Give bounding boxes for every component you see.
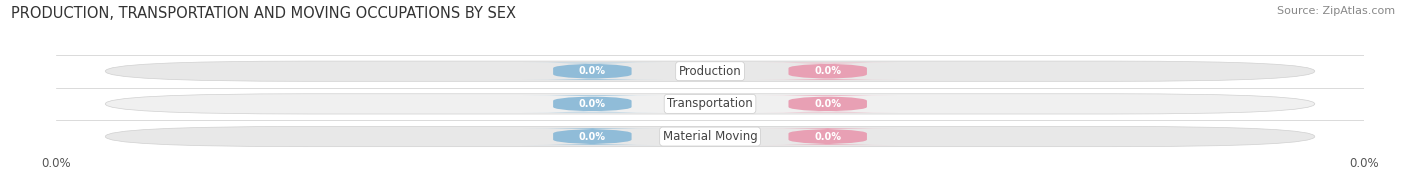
- FancyBboxPatch shape: [758, 95, 898, 112]
- Text: Source: ZipAtlas.com: Source: ZipAtlas.com: [1277, 6, 1395, 16]
- Text: 0.0%: 0.0%: [579, 132, 606, 142]
- FancyBboxPatch shape: [105, 94, 1315, 114]
- FancyBboxPatch shape: [105, 61, 1315, 81]
- Text: 0.0%: 0.0%: [814, 99, 841, 109]
- FancyBboxPatch shape: [758, 63, 898, 80]
- Text: 0.0%: 0.0%: [814, 132, 841, 142]
- Text: Transportation: Transportation: [668, 97, 752, 110]
- FancyBboxPatch shape: [105, 126, 1315, 147]
- Text: PRODUCTION, TRANSPORTATION AND MOVING OCCUPATIONS BY SEX: PRODUCTION, TRANSPORTATION AND MOVING OC…: [11, 6, 516, 21]
- FancyBboxPatch shape: [522, 128, 662, 145]
- FancyBboxPatch shape: [758, 128, 898, 145]
- FancyBboxPatch shape: [522, 63, 662, 80]
- Text: 0.0%: 0.0%: [579, 99, 606, 109]
- FancyBboxPatch shape: [522, 95, 662, 112]
- Legend: Male, Female: Male, Female: [645, 191, 775, 196]
- Text: Production: Production: [679, 65, 741, 78]
- Text: 0.0%: 0.0%: [814, 66, 841, 76]
- Text: Material Moving: Material Moving: [662, 130, 758, 143]
- Text: 0.0%: 0.0%: [579, 66, 606, 76]
